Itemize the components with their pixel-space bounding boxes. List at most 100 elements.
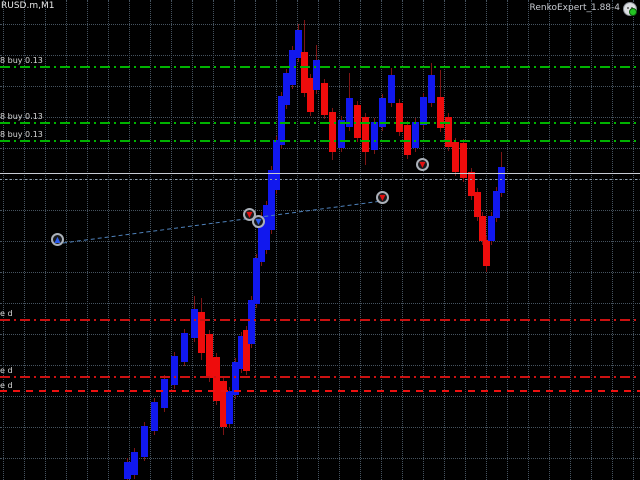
arrow-down-icon: ▼ — [246, 209, 253, 219]
grid-vertical-line — [507, 0, 508, 480]
grid-horizontal-line — [0, 396, 640, 397]
order-line-label: e d — [0, 309, 13, 318]
grid-vertical-line — [591, 0, 592, 480]
stop-line[interactable] — [0, 376, 640, 378]
candle-body — [226, 391, 233, 424]
candle-body — [388, 75, 395, 103]
trade-arrow-marker[interactable]: ▼ — [376, 191, 389, 204]
candle-body — [460, 143, 467, 178]
grid-horizontal-line — [0, 24, 640, 25]
grid-vertical-line — [381, 0, 382, 480]
candle-body — [379, 98, 386, 127]
candle-body — [131, 452, 138, 475]
grid-vertical-line — [3, 0, 4, 480]
candle-body — [191, 309, 198, 338]
grid-vertical-line — [213, 0, 214, 480]
stop-line[interactable] — [0, 319, 640, 321]
candle-body — [371, 122, 378, 150]
grid-horizontal-line — [0, 365, 640, 366]
grid-vertical-line — [465, 0, 466, 480]
buy-order-line[interactable] — [0, 140, 640, 142]
grid-horizontal-line — [0, 148, 640, 149]
grid-vertical-line — [255, 0, 256, 480]
arrow-down-icon: ▼ — [255, 216, 262, 226]
grid-horizontal-line — [0, 241, 640, 242]
candle-body — [253, 258, 260, 304]
grid-horizontal-line — [0, 303, 640, 304]
grid-horizontal-line — [0, 427, 640, 428]
candle-body — [329, 112, 336, 152]
candle-body — [445, 117, 452, 147]
buy-order-line[interactable] — [0, 122, 640, 124]
candle-body — [301, 52, 308, 93]
candle-body — [248, 300, 255, 344]
candle-body — [206, 334, 213, 378]
grid-vertical-line — [339, 0, 340, 480]
candle-body — [124, 462, 131, 479]
candle-body — [498, 167, 505, 193]
grid-vertical-line — [66, 0, 67, 480]
grid-vertical-line — [423, 0, 424, 480]
grid-vertical-line — [360, 0, 361, 480]
candle-body — [488, 216, 495, 241]
candle-body — [273, 140, 280, 190]
candle-body — [437, 97, 444, 128]
candle-body — [452, 142, 459, 172]
grid-vertical-line — [297, 0, 298, 480]
candle-body — [474, 192, 481, 217]
candle-body — [362, 117, 369, 152]
ask-price-line[interactable] — [0, 179, 640, 180]
grid-vertical-line — [528, 0, 529, 480]
candle-body — [268, 170, 275, 230]
candle-body — [468, 172, 475, 196]
candle-body — [141, 426, 148, 457]
grid-vertical-line — [192, 0, 193, 480]
candle-body — [213, 357, 220, 401]
candle-body — [278, 96, 285, 145]
candle-body — [412, 122, 419, 148]
grid-vertical-line — [276, 0, 277, 480]
grid-vertical-line — [108, 0, 109, 480]
grid-horizontal-line — [0, 458, 640, 459]
candle-body — [493, 191, 500, 218]
grid-vertical-line — [234, 0, 235, 480]
candle-body — [346, 98, 353, 127]
candle-body — [483, 240, 490, 266]
candle-body — [171, 356, 178, 385]
order-line-label: 8 buy 0.13 — [0, 130, 43, 139]
trade-arrow-marker[interactable]: ▼ — [252, 215, 265, 228]
grid-horizontal-line — [0, 334, 640, 335]
candle-body — [161, 379, 168, 408]
grid-vertical-line — [444, 0, 445, 480]
trade-arrow-marker[interactable]: ▼ — [416, 158, 429, 171]
arrow-down-icon: ▼ — [419, 159, 426, 169]
stop-line[interactable] — [0, 390, 640, 392]
candle-body — [243, 330, 250, 371]
grid-horizontal-line — [0, 86, 640, 87]
trade-arrow-marker[interactable]: ▲ — [51, 233, 64, 246]
expert-name-label: RenkoExpert_1.88-4 — [529, 3, 621, 13]
candle-body — [232, 362, 239, 395]
candle-body — [238, 336, 245, 369]
candle-body — [396, 103, 403, 132]
grid-vertical-line — [549, 0, 550, 480]
grid-vertical-line — [633, 0, 634, 480]
order-line-label: 8 buy 0.13 — [0, 112, 43, 121]
candle-body — [338, 120, 345, 148]
expert-smiley-icon[interactable] — [623, 2, 637, 16]
candle-body — [198, 312, 205, 353]
grid-vertical-line — [570, 0, 571, 480]
bid-price-line[interactable] — [0, 173, 640, 174]
grid-vertical-line — [171, 0, 172, 480]
buy-order-line[interactable] — [0, 66, 640, 68]
symbol-timeframe-label: RUSD.m,M1 — [1, 1, 55, 11]
order-line-label: e d — [0, 381, 13, 390]
candle-body — [151, 402, 158, 431]
candle-body — [428, 75, 435, 103]
candle-body — [307, 78, 314, 112]
grid-vertical-line — [24, 0, 25, 480]
grid-vertical-line — [612, 0, 613, 480]
